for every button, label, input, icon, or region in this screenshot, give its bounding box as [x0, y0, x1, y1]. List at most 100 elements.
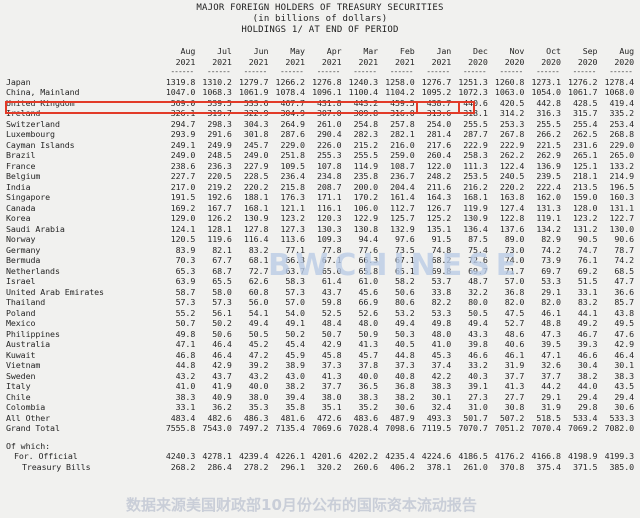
cell-value: 4199.3	[604, 451, 634, 461]
cell-value: 1068.3	[202, 87, 232, 97]
cell-value: 122.7	[609, 213, 635, 223]
empty-cell	[232, 441, 269, 452]
table-row: Kuwait 46.8 46.4 47.2 45.9 45.8 45.7 44.8 45.3 46…	[6, 350, 634, 361]
table-row: United Kingdom 569.0 539.5 533.6 467.7 431.8 4…	[6, 98, 634, 109]
cell-value: 45.7	[358, 349, 379, 360]
row-label: Singapore	[6, 192, 51, 202]
cell-value: 49.1	[285, 318, 305, 328]
table-row: Chile 38.3 40.9 38.0 39.4 38.0 38.3 38.2 30.1 27.…	[6, 392, 634, 403]
cell-value: 255.5	[536, 118, 561, 129]
cell-value: 40.9	[212, 391, 232, 402]
cell-value: 53.3	[541, 276, 561, 286]
row-label: Japan	[6, 76, 31, 87]
cell-value: 37.8	[358, 360, 379, 370]
cell-value: 44.1	[577, 307, 598, 318]
cell-value: 127.3	[280, 223, 305, 234]
cell-value: 38.3	[358, 391, 379, 402]
cell-value: 124.1	[170, 223, 196, 234]
row-label: Netherlands	[6, 265, 60, 276]
empty-cell	[341, 441, 378, 452]
cell-value: 36.8	[395, 381, 415, 391]
column-rule-4: ------	[316, 67, 341, 76]
cell-value: 39.1	[468, 381, 488, 391]
cell-value: 249.9	[207, 139, 232, 150]
cell-value: 77.1	[285, 244, 305, 255]
cell-value: 4224.6	[421, 451, 452, 461]
cell-value: 65.8	[358, 265, 379, 276]
cell-value: 44.8	[175, 360, 196, 370]
cell-value: 296.1	[280, 461, 305, 472]
cell-value: 63.7	[285, 265, 305, 276]
cell-value: 235.8	[353, 171, 379, 181]
cell-value: 49.4	[468, 318, 488, 328]
cell-value: 7069.6	[312, 423, 342, 433]
cell-value: 47.6	[614, 328, 634, 339]
cell-value: 48.7	[468, 276, 488, 286]
table-row: Norway 120.5 119.6 116.4 113.6 109.3 94.4 97.6 9…	[6, 234, 634, 245]
empty-cell	[378, 441, 415, 452]
rule-label-cell	[6, 67, 159, 77]
row-label: India	[6, 181, 31, 192]
table-row: Thailand 57.3 57.3 56.0 57.0 59.8 66.9 80.6 82.2…	[6, 297, 634, 308]
cell-value: 258.3	[463, 150, 488, 160]
cell-value: 1104.2	[385, 87, 415, 97]
cell-value: 43.2	[248, 370, 269, 381]
cell-value: 1095.2	[421, 87, 452, 97]
cell-value: 254.8	[353, 118, 379, 129]
cell-value: 67.7	[212, 255, 232, 265]
column-header-month-1: Jul	[217, 46, 232, 56]
cell-value: 119.9	[463, 202, 488, 213]
cell-value: 129.0	[170, 213, 196, 223]
cell-value: 255.4	[572, 118, 598, 129]
cell-value: 167.7	[207, 202, 232, 213]
cell-value: 130.3	[317, 223, 342, 234]
cell-value: 29.1	[541, 391, 561, 402]
cell-value: 4239.4	[238, 451, 269, 461]
row-label: Australia	[6, 339, 51, 349]
cell-value: 44.8	[395, 349, 415, 360]
cell-value: 268.8	[609, 129, 635, 139]
cell-value: 309.8	[353, 108, 379, 118]
cell-value: 123.2	[572, 213, 598, 223]
cell-value: 472.6	[317, 412, 342, 423]
row-label: For. Official	[14, 451, 78, 461]
cell-value: 56.0	[248, 297, 269, 307]
cell-value: 48.6	[504, 328, 525, 339]
cell-value: 215.8	[280, 181, 305, 192]
cell-value: 385.0	[609, 461, 635, 472]
column-header-month-2: Jun	[253, 46, 269, 56]
cell-value: 507.2	[499, 412, 525, 423]
cell-value: 257.8	[390, 118, 415, 129]
cell-value: 29.1	[541, 286, 561, 297]
column-rule-11: ------	[572, 67, 597, 76]
cell-value: 39.5	[541, 339, 561, 349]
cell-value: 50.6	[212, 328, 232, 339]
cell-value: 82.0	[541, 297, 561, 307]
cell-value: 53.2	[395, 307, 415, 318]
cell-value: 50.2	[285, 328, 305, 339]
cell-value: 47.1	[175, 339, 196, 349]
cell-value: 371.5	[572, 461, 598, 472]
cell-value: 50.5	[468, 307, 488, 318]
cell-value: 37.7	[321, 381, 342, 391]
row-label: Philippines	[6, 328, 60, 339]
cell-value: 314.2	[499, 108, 525, 118]
cell-value: 30.6	[614, 402, 634, 412]
cell-value: 78.7	[614, 244, 634, 255]
cell-value: 82.0	[504, 297, 525, 307]
cell-value: 1273.1	[531, 76, 561, 87]
cell-value: 501.7	[463, 412, 488, 423]
cell-value: 159.0	[572, 192, 598, 202]
cell-value: 38.3	[175, 391, 196, 402]
row-label: Thailand	[6, 297, 46, 307]
cell-value: 266.2	[536, 129, 561, 139]
cell-value: 481.6	[280, 412, 305, 423]
cell-value: 31.9	[504, 360, 525, 370]
cell-value: 42.9	[212, 360, 232, 370]
cell-value: 370.8	[499, 461, 525, 472]
cell-value: 44.0	[577, 381, 598, 391]
cell-value: 286.4	[207, 461, 232, 472]
table-row: Belgium 227.7 220.5 228.5 236.4 234.8 235.8 236…	[6, 171, 634, 182]
cell-value: 160.3	[609, 192, 635, 202]
column-header-year-8: 2020	[468, 57, 488, 67]
